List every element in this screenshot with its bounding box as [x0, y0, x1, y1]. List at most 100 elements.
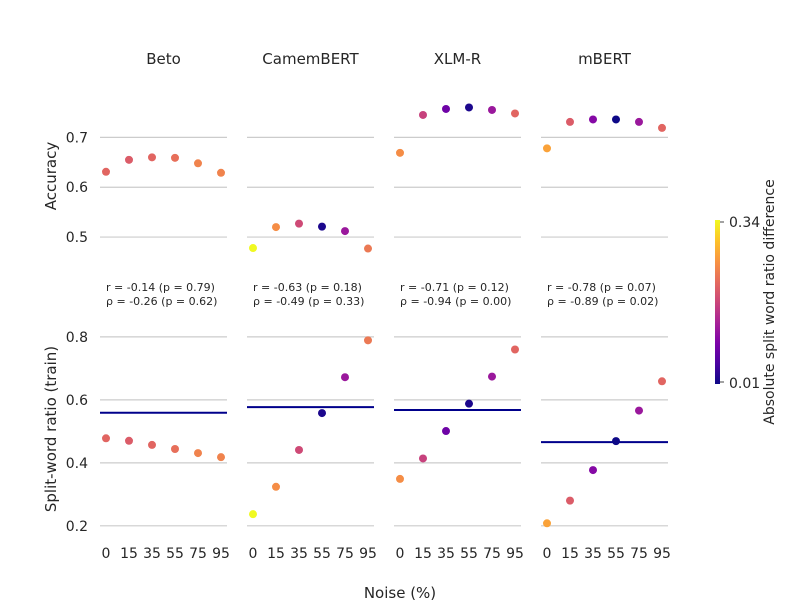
panel-xlm-r: XLM-R r = -0.71 (p = 0.12)ρ = -0.94 (p = … [394, 50, 524, 562]
split-ratio-point [102, 434, 110, 443]
split-ratio-point [341, 373, 349, 382]
accuracy-point [612, 115, 620, 124]
accuracy-point [272, 223, 280, 232]
spearman-annotation: ρ = -0.94 (p = 0.00) [400, 295, 511, 308]
split-tick-label: 0.8 [66, 330, 88, 346]
split-ratio-point [295, 445, 303, 454]
spearman-annotation: ρ = -0.26 (p = 0.62) [106, 295, 217, 308]
split-ratio-point [543, 519, 551, 528]
accuracy-point [171, 153, 179, 162]
pearson-annotation: r = -0.71 (p = 0.12) [400, 281, 509, 294]
split-ratio-point [612, 437, 620, 446]
accuracy-point [511, 109, 519, 118]
pearson-annotation: r = -0.14 (p = 0.79) [106, 281, 215, 294]
split-ratio-point [511, 345, 519, 354]
split-ratio-point [488, 372, 496, 381]
split-ratio-point [589, 466, 597, 475]
colorbar-min-label: 0.01 [729, 376, 760, 392]
x-tick-label: 0 [249, 546, 258, 562]
split-ratio-point [272, 482, 280, 491]
accuracy-point [102, 167, 110, 176]
accuracy-point [488, 105, 496, 114]
x-tick-label: 0 [543, 546, 552, 562]
x-tick-label: 75 [483, 546, 501, 562]
accuracy-point [566, 117, 574, 126]
x-tick-label: 15 [267, 546, 285, 562]
x-tick-label: 0 [396, 546, 405, 562]
split-ratio-point [125, 436, 133, 445]
accuracy-point [396, 148, 404, 157]
panel-title: XLM-R [434, 50, 481, 68]
x-tick-label: 35 [437, 546, 455, 562]
accuracy-point [249, 244, 257, 253]
accuracy-point [589, 115, 597, 124]
accuracy-point [341, 227, 349, 236]
x-tick-label: 35 [290, 546, 308, 562]
split-ratio-point [419, 454, 427, 463]
x-tick-label: 15 [414, 546, 432, 562]
split-ratio-point [249, 510, 257, 519]
split-ratio-point [396, 474, 404, 483]
accuracy-point [543, 144, 551, 153]
colorbar-max-label: 0.34 [729, 215, 760, 231]
x-tick-label: 55 [607, 546, 625, 562]
x-tick-label: 75 [630, 546, 648, 562]
x-tick-label: 75 [336, 546, 354, 562]
split-ratio-point [194, 449, 202, 458]
accuracy-tick-label: 0.7 [66, 130, 88, 146]
panel-title: CamemBERT [262, 50, 359, 68]
accuracy-point [194, 159, 202, 168]
split-tick-label: 0.6 [66, 393, 88, 409]
accuracy-point [465, 103, 473, 112]
split-ratio-point [217, 453, 225, 462]
pearson-annotation: r = -0.63 (p = 0.18) [253, 281, 362, 294]
x-tick-label: 15 [561, 546, 579, 562]
split-ratio-point [364, 336, 372, 345]
accuracy-point [295, 219, 303, 228]
x-tick-label: 35 [584, 546, 602, 562]
colorbar: 0.34 0.01 Absolute split word ratio differ… [715, 179, 778, 425]
accuracy-tick-label: 0.6 [66, 180, 88, 196]
split-tick-label: 0.4 [66, 456, 88, 472]
accuracy-tick-label: 0.5 [66, 230, 88, 246]
x-tick-label: 95 [359, 546, 377, 562]
accuracy-point [125, 155, 133, 164]
split-tick-label: 0.2 [66, 519, 88, 535]
accuracy-point [635, 117, 643, 126]
panel-camembert: CamemBERT r = -0.63 (p = 0.18)ρ = -0.49 (… [247, 50, 377, 562]
accuracy-point [442, 104, 450, 113]
x-tick-label: 15 [120, 546, 138, 562]
spearman-annotation: ρ = -0.89 (p = 0.02) [547, 295, 658, 308]
colorbar-label: Absolute split word ratio difference [762, 179, 778, 424]
pearson-annotation: r = -0.78 (p = 0.07) [547, 281, 656, 294]
y-axis-label-accuracy: Accuracy [42, 142, 60, 211]
x-tick-label: 55 [460, 546, 478, 562]
accuracy-point [217, 168, 225, 177]
split-ratio-point [635, 406, 643, 415]
panel-title: mBERT [578, 50, 632, 68]
x-tick-label: 55 [313, 546, 331, 562]
accuracy-point [658, 123, 666, 132]
accuracy-point [364, 244, 372, 253]
panel-title: Beto [146, 50, 181, 68]
accuracy-point [318, 222, 326, 231]
split-ratio-point [658, 377, 666, 386]
y-axis-label-split-ratio: Split-word ratio (train) [42, 346, 60, 512]
split-ratio-point [442, 427, 450, 436]
colorbar-gradient [715, 220, 720, 384]
x-tick-label: 95 [653, 546, 671, 562]
accuracy-point [419, 110, 427, 119]
x-tick-label: 55 [166, 546, 184, 562]
panel-beto: Beto 0.5 0.6 0.7 0.2 0.4 0.6 0.8 r = -0.14 (p = … [66, 50, 230, 562]
split-ratio-point [566, 496, 574, 505]
panels-group: Beto 0.5 0.6 0.7 0.2 0.4 0.6 0.8 r = -0.14 (p = … [66, 50, 671, 562]
split-ratio-point [465, 399, 473, 408]
accuracy-point [148, 153, 156, 162]
split-ratio-point [148, 440, 156, 449]
x-tick-label: 95 [506, 546, 524, 562]
spearman-annotation: ρ = -0.49 (p = 0.33) [253, 295, 364, 308]
split-ratio-point [171, 444, 179, 453]
x-tick-label: 95 [212, 546, 230, 562]
x-tick-label: 0 [102, 546, 111, 562]
